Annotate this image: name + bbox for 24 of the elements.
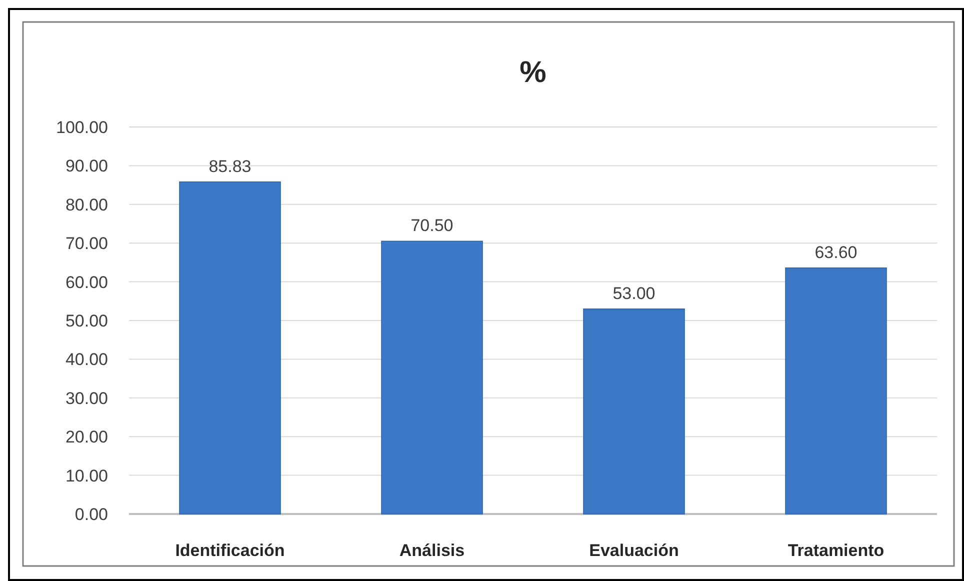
- bar: [583, 308, 685, 514]
- y-tick-label: 0.00: [74, 504, 108, 524]
- y-tick-label: 70.00: [65, 234, 108, 254]
- x-tick-label: Evaluación: [589, 541, 679, 560]
- bar: [785, 267, 887, 514]
- x-tick-label: Identificación: [175, 541, 285, 560]
- y-tick-label: 30.00: [65, 388, 108, 408]
- y-tick-label: 60.00: [65, 272, 108, 292]
- bar: [179, 181, 281, 514]
- y-tick-label: 20.00: [65, 428, 108, 447]
- y-tick-label: 90.00: [65, 156, 108, 176]
- x-tick-label: Análisis: [399, 541, 465, 560]
- bar: [381, 240, 483, 514]
- y-tick-label: 40.00: [65, 350, 108, 370]
- data-label: 85.83: [208, 156, 252, 176]
- data-label: 63.60: [814, 242, 858, 262]
- data-label: 70.50: [410, 216, 454, 236]
- x-tick-label: Tratamiento: [788, 541, 884, 560]
- y-tick-label: 80.00: [65, 195, 108, 214]
- y-tick-label: 10.00: [65, 466, 108, 486]
- chart-title: %: [520, 56, 546, 89]
- y-tick-label: 100.00: [56, 118, 108, 137]
- data-label: 53.00: [612, 284, 656, 303]
- y-tick-label: 50.00: [65, 311, 108, 330]
